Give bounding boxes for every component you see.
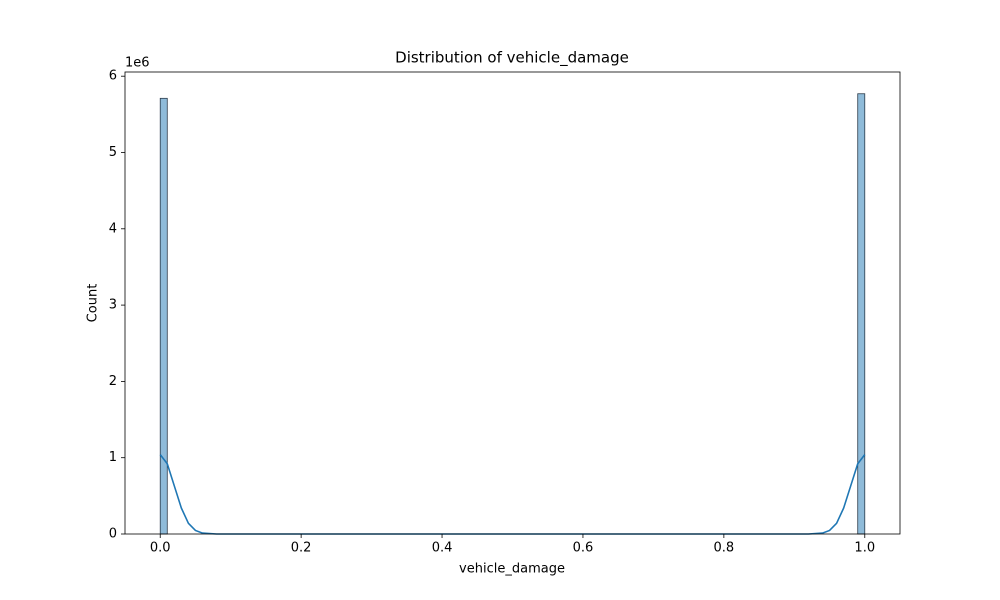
y-tick-label: 5: [109, 145, 117, 160]
x-tick-label: 1.0: [854, 541, 875, 556]
x-tick-label: 0.8: [714, 541, 735, 556]
chart-title: Distribution of vehicle_damage: [395, 49, 629, 68]
x-tick-label: 0.6: [573, 541, 594, 556]
y-tick-label: 4: [109, 221, 117, 236]
x-tick-label: 0.4: [432, 541, 453, 556]
y-tick-label: 6: [109, 69, 117, 84]
y-tick-label: 3: [109, 298, 117, 313]
bar: [159, 97, 168, 535]
bar: [857, 93, 866, 535]
x-tick-label: 0.0: [150, 541, 171, 556]
axes-frame: [124, 71, 901, 535]
x-axis-label: vehicle_damage: [459, 562, 565, 577]
x-tick-label: 0.2: [291, 541, 312, 556]
kde-line: [159, 454, 866, 535]
y-tick-label: 2: [109, 374, 117, 389]
y-tick-label: 0: [109, 527, 117, 542]
y-tick-label: 1: [109, 450, 117, 465]
y-axis-label: Count: [86, 284, 101, 323]
y-offset-label: 1e6: [125, 56, 150, 71]
